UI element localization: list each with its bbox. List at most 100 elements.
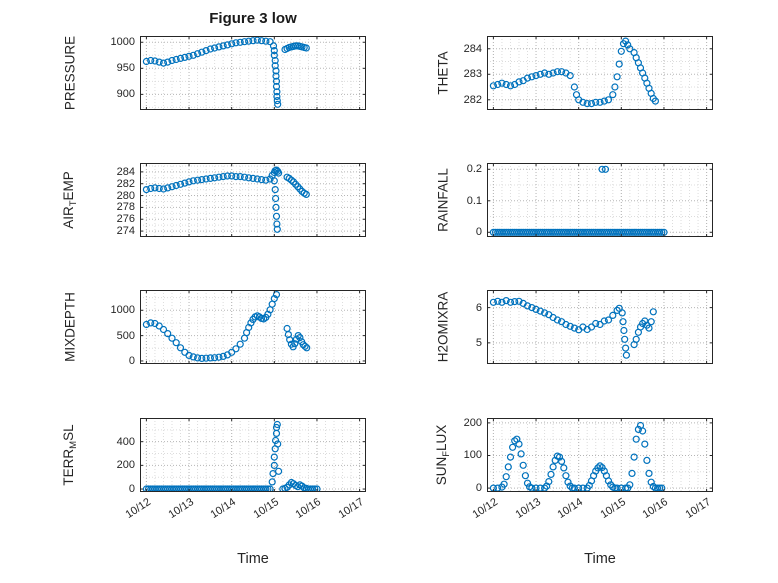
- data-point: [193, 50, 202, 58]
- y-axis-label-airtemp: AIRTEMP: [61, 171, 79, 229]
- data-point: [168, 56, 176, 65]
- data-point: [185, 351, 193, 360]
- data-point: [645, 469, 653, 478]
- data-point: [645, 324, 653, 332]
- data-point: [142, 57, 151, 66]
- data-point: [547, 470, 555, 479]
- data-point: [210, 354, 219, 362]
- data-point: [202, 47, 210, 55]
- data-point: [253, 36, 261, 44]
- data-point: [604, 316, 613, 324]
- data-point: [521, 472, 530, 480]
- data-point: [271, 56, 279, 65]
- data-point: [639, 427, 647, 435]
- y-axis-label-part: LUX: [434, 424, 450, 451]
- plot-area-pressure: [140, 36, 366, 110]
- data-point: [294, 483, 302, 491]
- y-axis-label-part: H2OMIXRA: [435, 291, 451, 363]
- data-point: [632, 435, 640, 443]
- axes-box: [140, 290, 366, 364]
- y-axis-label-part: T: [67, 200, 79, 207]
- data-point: [272, 436, 280, 445]
- y-tick-label: 1000: [110, 36, 135, 49]
- data-point: [549, 463, 557, 471]
- x-tick-label: 10/13: [165, 496, 196, 522]
- data-point: [634, 425, 642, 433]
- data-point: [219, 42, 227, 50]
- data-point: [245, 37, 253, 45]
- data-point: [202, 354, 210, 362]
- data-point: [172, 181, 180, 190]
- data-point: [228, 40, 236, 48]
- subplot-sun-flux: SUNFLUX 0 100 200 10/12 10/13 10/14 10/15 10/16 1…: [434, 417, 713, 521]
- y-axis-label-terrmsl: TERRMSL: [61, 424, 79, 485]
- data-point: [562, 320, 570, 329]
- data-point: [560, 464, 568, 472]
- data-point: [164, 58, 172, 66]
- data-point: [228, 348, 236, 356]
- data-point: [553, 68, 562, 76]
- data-point: [215, 173, 223, 181]
- data-point: [596, 462, 604, 470]
- data-point: [151, 57, 159, 65]
- figure-title: Figure 3 low: [209, 10, 297, 27]
- data-point: [210, 44, 219, 52]
- data-point: [628, 469, 636, 478]
- data-point: [620, 326, 628, 335]
- y-tick-label: 500: [116, 329, 135, 342]
- subplot-air-temp: AIRTEMP 274 276 278 280 282 284: [61, 163, 366, 237]
- y-tick-label: 6: [475, 301, 482, 314]
- data-point: [611, 83, 619, 91]
- data-point: [311, 485, 319, 492]
- data-point: [592, 98, 600, 106]
- axes-box: [487, 290, 713, 364]
- data-point: [155, 322, 163, 330]
- data-point: [594, 464, 602, 472]
- y-tick-label: 284: [463, 42, 482, 55]
- data-point: [502, 473, 510, 481]
- data-point: [540, 69, 549, 77]
- y-axis-label-pressure: PRESSURE: [63, 36, 78, 110]
- x-tick-label: 10/17: [336, 496, 367, 522]
- axes-box: [487, 418, 713, 492]
- data-point: [536, 70, 544, 78]
- y-tick-label: 200: [463, 416, 482, 429]
- data-point: [185, 52, 193, 60]
- data-point: [172, 55, 180, 64]
- data-point: [545, 70, 553, 78]
- data-point: [272, 423, 281, 432]
- y-axis-label-part: TERR: [61, 448, 77, 486]
- data-point: [511, 298, 519, 306]
- y-tick-label: 950: [116, 62, 135, 75]
- data-point: [303, 344, 311, 352]
- data-point: [249, 37, 257, 45]
- data-point: [228, 172, 236, 180]
- y-tick-label: 5: [475, 336, 482, 349]
- data-point: [509, 443, 517, 451]
- subplot-mixdepth: MIXDEPTH 0 500 1000: [63, 290, 366, 367]
- data-point: [557, 68, 566, 76]
- data-point: [272, 82, 281, 91]
- data-point: [164, 184, 172, 192]
- data-point: [272, 203, 280, 212]
- data-point: [210, 174, 219, 182]
- data-point: [656, 228, 664, 236]
- y-axis-label-part: PRESSURE: [62, 35, 78, 111]
- data-point: [272, 77, 281, 85]
- data-point: [245, 174, 253, 182]
- data-point: [274, 440, 282, 448]
- plot-area-theta: [487, 36, 713, 110]
- data-point: [284, 330, 292, 339]
- data-point: [604, 96, 613, 104]
- data-point: [498, 79, 506, 87]
- data-point: [630, 453, 638, 461]
- data-point: [528, 73, 536, 81]
- data-point: [172, 339, 180, 347]
- data-point: [155, 184, 163, 193]
- data-point: [632, 335, 640, 343]
- y-tick-label: 0: [475, 482, 482, 495]
- data-point: [273, 420, 281, 429]
- data-point: [271, 62, 279, 70]
- data-point: [566, 322, 574, 330]
